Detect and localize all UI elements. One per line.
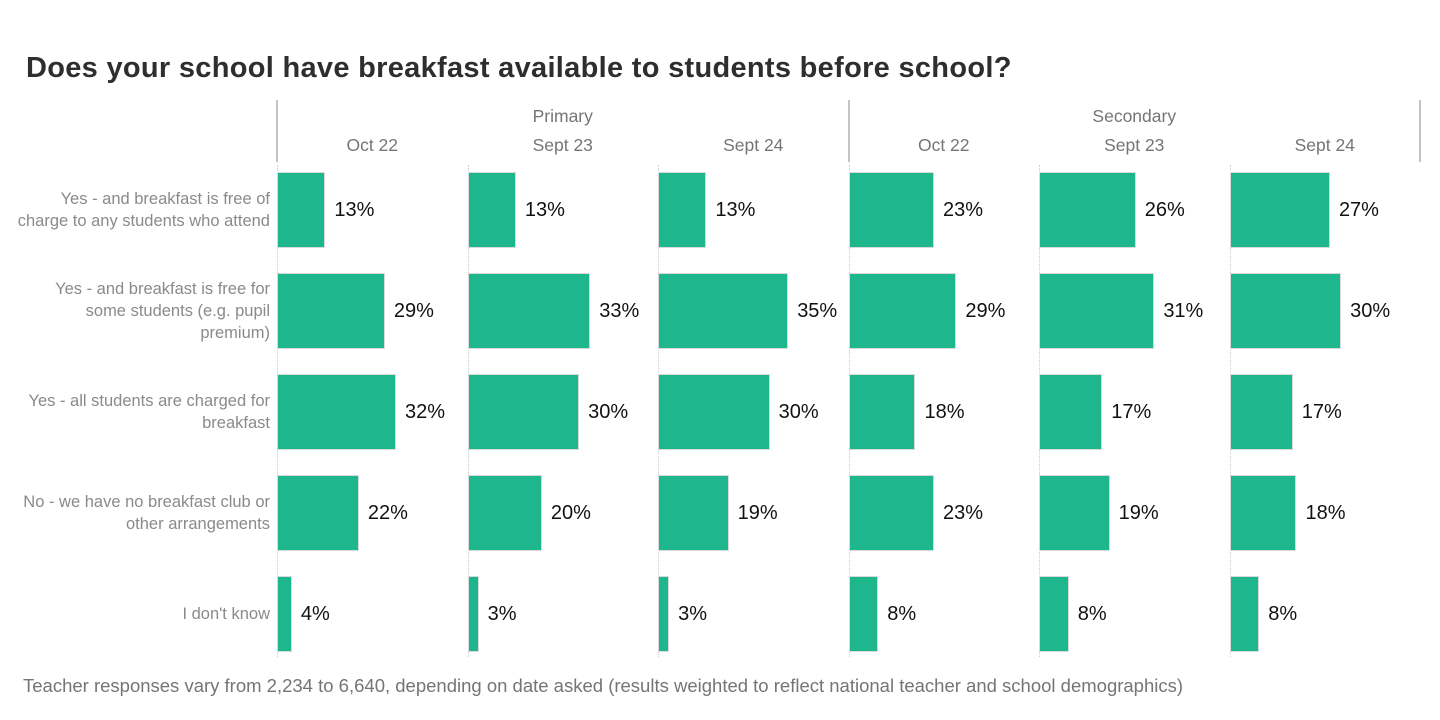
bar-primary-sept23-row2 bbox=[467, 273, 591, 349]
bar-value-label: 29% bbox=[965, 299, 1006, 322]
bar-primary-oct22-row5 bbox=[277, 576, 292, 652]
bar-value-label: 30% bbox=[1350, 299, 1391, 322]
bar-value-label: 30% bbox=[778, 400, 819, 423]
bar-secondary-oct22-row4 bbox=[848, 475, 935, 551]
bar-secondary-sept24-row2 bbox=[1229, 273, 1342, 349]
column-label: Oct 22 bbox=[917, 135, 970, 155]
bar-value-label: 4% bbox=[300, 602, 330, 625]
bar-value-label: 31% bbox=[1163, 299, 1204, 322]
bar-value-label: 19% bbox=[737, 501, 778, 524]
bar-value-label: 8% bbox=[1268, 602, 1298, 625]
bar-value-label: 13% bbox=[715, 198, 756, 221]
bar-value-label: 23% bbox=[943, 198, 984, 221]
bar-primary-sept23-row5 bbox=[467, 576, 479, 652]
bar-primary-sept24-row3 bbox=[658, 374, 770, 450]
bar-value-label: 18% bbox=[924, 400, 965, 423]
bar-value-label: 17% bbox=[1301, 400, 1342, 423]
bar-value-label: 30% bbox=[588, 400, 629, 423]
bar-value-label: 23% bbox=[943, 501, 984, 524]
bar-value-label: 33% bbox=[599, 299, 640, 322]
bar-primary-sept24-row1 bbox=[658, 172, 707, 248]
column-label: Sept 23 bbox=[1104, 135, 1165, 155]
bar-value-label: 29% bbox=[393, 299, 434, 322]
bar-value-label: 3% bbox=[678, 602, 708, 625]
group-label-secondary: Secondary bbox=[1092, 106, 1177, 126]
bar-secondary-oct22-row3 bbox=[848, 374, 916, 450]
row-category-label: Yes - all students are charged for break… bbox=[28, 392, 270, 432]
chart-title: Does your school have breakfast availabl… bbox=[26, 52, 1012, 84]
bar-secondary-sept24-row1 bbox=[1229, 172, 1330, 248]
row-category-label: No - we have no breakfast club or other … bbox=[23, 493, 270, 533]
column-label: Sept 23 bbox=[532, 135, 593, 155]
column-label: Sept 24 bbox=[723, 135, 784, 155]
bar-value-label: 35% bbox=[797, 299, 838, 322]
bar-secondary-sept23-row2 bbox=[1039, 273, 1155, 349]
bar-secondary-sept23-row5 bbox=[1039, 576, 1069, 652]
bar-primary-sept23-row4 bbox=[467, 475, 542, 551]
bar-value-label: 22% bbox=[367, 501, 408, 524]
bar-value-label: 13% bbox=[524, 198, 565, 221]
bar-value-label: 17% bbox=[1111, 400, 1152, 423]
bar-primary-oct22-row2 bbox=[277, 273, 385, 349]
bar-secondary-sept24-row5 bbox=[1229, 576, 1260, 652]
bar-secondary-sept23-row4 bbox=[1039, 475, 1110, 551]
bar-secondary-sept24-row4 bbox=[1229, 475, 1297, 551]
row-category-label: I don't know bbox=[182, 605, 270, 623]
bar-primary-sept23-row3 bbox=[467, 374, 580, 450]
chart-footnote: Teacher responses vary from 2,234 to 6,6… bbox=[23, 675, 1184, 696]
bar-value-label: 26% bbox=[1144, 198, 1185, 221]
bar-primary-oct22-row4 bbox=[277, 475, 359, 551]
bar-primary-sept23-row1 bbox=[467, 172, 516, 248]
bar-secondary-oct22-row1 bbox=[848, 172, 935, 248]
group-label-primary: Primary bbox=[532, 106, 593, 126]
header-separator-line bbox=[847, 100, 850, 162]
row-category-label: Yes - and breakfast is free of charge to… bbox=[17, 190, 270, 230]
bar-secondary-oct22-row2 bbox=[848, 273, 957, 349]
bar-secondary-sept24-row3 bbox=[1229, 374, 1293, 450]
bar-secondary-sept23-row3 bbox=[1039, 374, 1103, 450]
bar-primary-sept24-row5 bbox=[658, 576, 670, 652]
column-label: Sept 24 bbox=[1294, 135, 1355, 155]
bar-value-label: 27% bbox=[1338, 198, 1379, 221]
bar-primary-oct22-row1 bbox=[277, 172, 326, 248]
bar-value-label: 8% bbox=[887, 602, 917, 625]
header-separator-line bbox=[276, 100, 278, 162]
bar-value-label: 32% bbox=[405, 400, 446, 423]
column-label: Oct 22 bbox=[346, 135, 399, 155]
bar-value-label: 8% bbox=[1077, 602, 1107, 625]
header-separator-line bbox=[1419, 100, 1421, 162]
bar-secondary-sept23-row1 bbox=[1039, 172, 1136, 248]
bar-value-label: 20% bbox=[550, 501, 591, 524]
bar-primary-sept24-row4 bbox=[658, 475, 729, 551]
bar-primary-oct22-row3 bbox=[277, 374, 397, 450]
bar-value-label: 19% bbox=[1118, 501, 1159, 524]
row-category-label: Yes - and breakfast is free for some stu… bbox=[55, 280, 270, 342]
bar-value-label: 3% bbox=[487, 602, 517, 625]
bar-value-label: 18% bbox=[1305, 501, 1346, 524]
bar-value-label: 13% bbox=[334, 198, 375, 221]
bar-secondary-oct22-row5 bbox=[848, 576, 879, 652]
bar-primary-sept24-row2 bbox=[658, 273, 789, 349]
